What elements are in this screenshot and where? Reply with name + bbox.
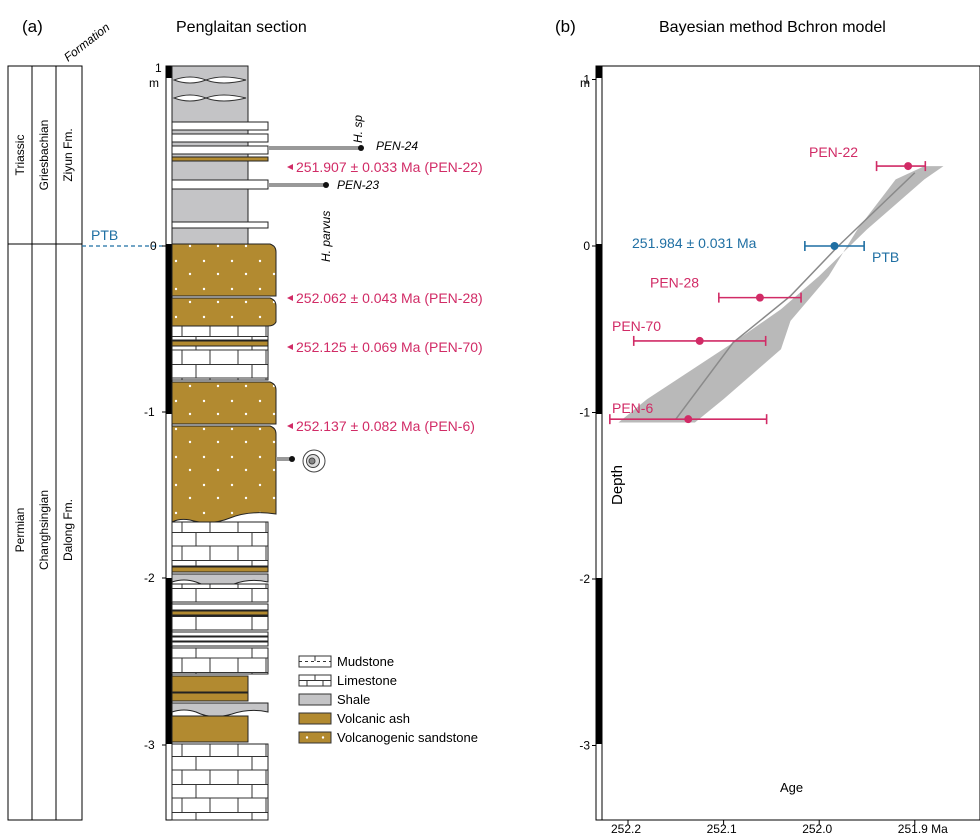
model-envelope [618,166,944,423]
chart-title: Bayesian method Bchron model [659,19,886,36]
depth-tick-0: 0 [150,239,157,253]
sample-pen23: PEN-23 [337,178,379,192]
x-axis-label: Age [780,780,803,795]
x-tick-label: 251.9 Ma [898,822,948,835]
legend-sandstone-label: Volcanogenic sandstone [337,730,478,745]
panel-b: (b) Bayesian method Bchron model Depth m… [555,17,980,836]
depth-unit: m [149,76,159,90]
age-pen28: 252.062 ± 0.043 Ma (PEN-28) [296,290,483,306]
formation-header: Formation [61,20,112,64]
panel-b-label: (b) [555,17,576,36]
legend-mudstone-label: Mudstone [337,654,394,669]
y-tick-label: 1 [583,73,590,87]
system-permian: Permian [13,508,27,553]
point-pen-28: PEN-28 [650,275,802,303]
depth-tick-minus2: -2 [144,571,155,585]
legend-shale-label: Shale [337,692,370,707]
ptb-age-label: 251.984 ± 0.031 Ma [632,235,757,251]
age-pen6: 252.137 ± 0.082 Ma (PEN-6) [296,418,475,434]
y-tick-label: -2 [579,572,590,586]
stage-changhsingian: Changhsingian [37,490,51,570]
model-median-line [675,172,916,420]
legend-ash-swatch [298,712,332,725]
panel-a-title: Penglaitan section [176,19,307,36]
legend-mudstone-swatch [298,655,332,668]
point-pen-22: PEN-22 [809,144,927,172]
y-tick-label: -1 [579,406,590,420]
strat-columns [7,65,83,821]
point-label: PTB [872,249,899,265]
depth-tick-minus3: -3 [144,738,155,752]
fossil-h-sp: H. sp [351,115,365,143]
y-axis-unit: m [580,76,590,90]
depth-tick-1: 1 [155,61,162,75]
legend-limestone-label: Limestone [337,673,397,688]
legend-sandstone-swatch [298,731,332,744]
panel-a-label: (a) [22,17,43,36]
data-point [904,162,913,171]
point-label: PEN-28 [650,275,699,291]
point-ptb: 251.984 ± 0.031 Ma PTB [632,235,899,265]
y-tick-label: 0 [583,239,590,253]
point-label: PEN-22 [809,144,858,160]
depth-tick-minus1: -1 [144,405,155,419]
data-point [830,242,839,250]
depth-scale [162,65,173,821]
data-point [684,415,693,424]
formation-dalong: Dalong Fm. [61,499,75,561]
depth-axis-bar [595,65,603,821]
legend-limestone-swatch [298,674,332,687]
x-ticks: 252.2 252.1 252.0 251.9 Ma [611,820,948,836]
data-points: PEN-22 251.984 ± 0.031 Ma PTB PEN-28 PEN-70 P… [609,144,927,425]
data-point [755,293,764,302]
age-pen70: 252.125 ± 0.069 Ma (PEN-70) [296,339,483,355]
formation-ziyun: Ziyun Fm. [61,128,75,181]
x-tick-label: 252.0 [802,822,832,835]
lithology-column [171,65,277,821]
age-pen22: 251.907 ± 0.033 Ma (PEN-22) [296,159,483,175]
y-ticks: 1 0 -1 -2 -3 [579,73,596,753]
x-tick-label: 252.2 [611,822,641,835]
ammonoid-icon [302,449,326,473]
y-axis-label: Depth [609,465,626,505]
model-envelope-area [618,166,944,423]
y-tick-label: -3 [579,739,590,753]
fossil-h-parvus: H. parvus [319,211,333,262]
point-label: PEN-6 [612,400,653,416]
x-tick-label: 252.1 [707,822,737,835]
ptb-label: PTB [91,227,118,243]
stage-griesbachian: Griesbachian [37,120,51,191]
lithology-legend: Mudstone Limestone Shale Volcanic ash Vo… [298,654,478,745]
panel-a: (a) Penglaitan section Formation Triassi… [7,17,483,821]
sample-pen24: PEN-24 [376,139,418,153]
legend-shale-swatch [298,693,332,706]
data-point [695,336,704,345]
fossil-markers [268,145,364,462]
legend-ash-label: Volcanic ash [337,711,410,726]
point-label: PEN-70 [612,318,661,334]
system-triassic: Triassic [13,135,27,176]
age-annotations: 251.907 ± 0.033 Ma (PEN-22) 252.062 ± 0.… [287,159,483,434]
point-pen-6: PEN-6 [609,400,768,425]
point-pen-70: PEN-70 [612,318,767,346]
